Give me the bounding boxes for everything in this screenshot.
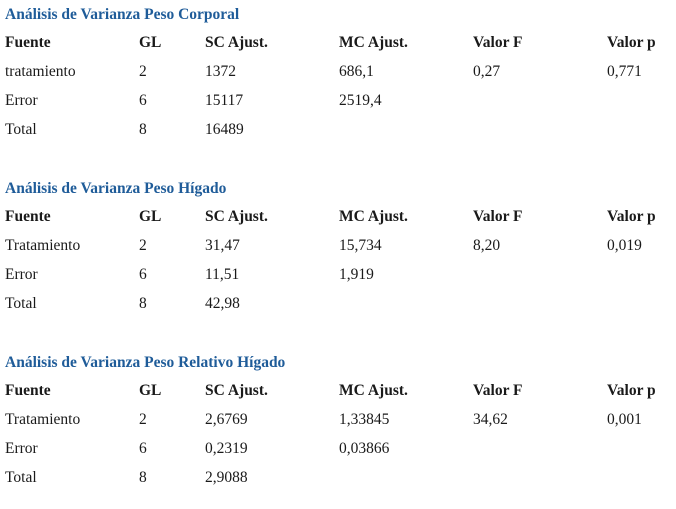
table-row: tratamiento 2 1372 686,1 0,27 0,771	[0, 62, 676, 84]
header-valor-p: Valor p	[607, 34, 656, 51]
header-fuente: Fuente	[5, 382, 51, 399]
cell-sc-ajust: 2,6769	[205, 411, 248, 428]
cell-fuente: Total	[5, 121, 37, 138]
header-row: Fuente GL SC Ajust. MC Ajust. Valor F Va…	[0, 381, 676, 403]
cell-gl: 8	[139, 121, 147, 138]
table-row: Tratamiento 2 31,47 15,734 8,20 0,019	[0, 236, 676, 258]
header-valor-p: Valor p	[607, 208, 656, 225]
header-sc-ajust: SC Ajust.	[205, 34, 268, 51]
header-mc-ajust: MC Ajust.	[339, 34, 408, 51]
cell-sc-ajust: 42,98	[205, 295, 240, 312]
cell-mc-ajust: 0,03866	[339, 440, 390, 457]
cell-gl: 8	[139, 469, 147, 486]
header-gl: GL	[139, 208, 162, 225]
header-row: Fuente GL SC Ajust. MC Ajust. Valor F Va…	[0, 33, 676, 55]
table-row: Tratamiento 2 2,6769 1,33845 34,62 0,001	[0, 410, 676, 432]
cell-fuente: Error	[5, 266, 38, 283]
cell-mc-ajust: 686,1	[339, 63, 374, 80]
cell-sc-ajust: 2,9088	[205, 469, 248, 486]
header-sc-ajust: SC Ajust.	[205, 208, 268, 225]
cell-gl: 2	[139, 411, 147, 428]
header-gl: GL	[139, 382, 162, 399]
cell-sc-ajust: 0,2319	[205, 440, 248, 457]
cell-gl: 8	[139, 295, 147, 312]
header-valor-f: Valor F	[473, 382, 523, 399]
table-row: Error 6 11,51 1,919	[0, 265, 676, 287]
table-row: Error 6 15117 2519,4	[0, 91, 676, 113]
header-mc-ajust: MC Ajust.	[339, 208, 408, 225]
cell-valor-f: 8,20	[473, 237, 501, 254]
cell-valor-f: 0,27	[473, 63, 501, 80]
table-row: Total 8 42,98	[0, 294, 676, 316]
header-row: Fuente GL SC Ajust. MC Ajust. Valor F Va…	[0, 207, 676, 229]
header-valor-f: Valor F	[473, 208, 523, 225]
cell-mc-ajust: 1,919	[339, 266, 374, 283]
cell-sc-ajust: 16489	[205, 121, 244, 138]
header-mc-ajust: MC Ajust.	[339, 382, 408, 399]
cell-sc-ajust: 1372	[205, 63, 236, 80]
cell-fuente: Tratamiento	[5, 411, 81, 428]
cell-fuente: Error	[5, 92, 38, 109]
header-valor-f: Valor F	[473, 34, 523, 51]
table-row: Error 6 0,2319 0,03866	[0, 439, 676, 461]
cell-valor-p: 0,001	[607, 411, 642, 428]
cell-gl: 2	[139, 63, 147, 80]
cell-fuente: tratamiento	[5, 63, 76, 80]
header-valor-p: Valor p	[607, 382, 656, 399]
cell-sc-ajust: 31,47	[205, 237, 240, 254]
cell-fuente: Total	[5, 295, 37, 312]
cell-gl: 6	[139, 92, 147, 109]
cell-valor-p: 0,771	[607, 63, 642, 80]
table-title: Análisis de Varianza Peso Hígado	[5, 180, 227, 197]
cell-gl: 6	[139, 266, 147, 283]
header-fuente: Fuente	[5, 208, 51, 225]
cell-fuente: Error	[5, 440, 38, 457]
cell-mc-ajust: 2519,4	[339, 92, 382, 109]
cell-gl: 2	[139, 237, 147, 254]
table-row: Total 8 16489	[0, 120, 676, 142]
table-row: Total 8 2,9088	[0, 468, 676, 490]
cell-sc-ajust: 15117	[205, 92, 244, 109]
cell-sc-ajust: 11,51	[205, 266, 240, 283]
cell-valor-f: 34,62	[473, 411, 508, 428]
table-title: Análisis de Varianza Peso Relativo Hígad…	[5, 354, 286, 371]
header-fuente: Fuente	[5, 34, 51, 51]
cell-fuente: Tratamiento	[5, 237, 81, 254]
header-gl: GL	[139, 34, 162, 51]
cell-gl: 6	[139, 440, 147, 457]
table-title: Análisis de Varianza Peso Corporal	[5, 6, 240, 23]
cell-fuente: Total	[5, 469, 37, 486]
cell-mc-ajust: 1,33845	[339, 411, 390, 428]
cell-mc-ajust: 15,734	[339, 237, 382, 254]
header-sc-ajust: SC Ajust.	[205, 382, 268, 399]
cell-valor-p: 0,019	[607, 237, 642, 254]
